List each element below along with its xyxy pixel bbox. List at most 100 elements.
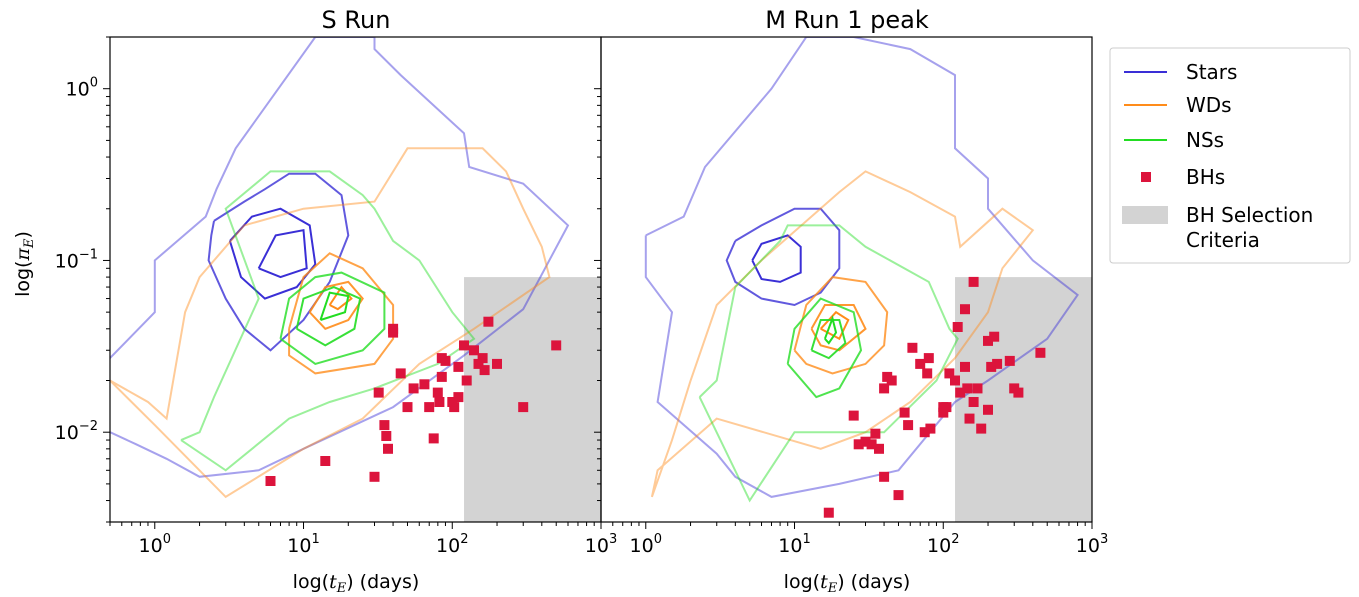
nss-contour-level-1 <box>786 297 863 399</box>
x-tick-label: 102 <box>927 532 959 557</box>
bh-point <box>424 402 435 413</box>
panel-title: M Run 1 peak <box>765 6 929 34</box>
bh-point <box>428 433 439 444</box>
bh-point <box>459 340 469 351</box>
bh-point <box>944 368 955 379</box>
legend-label: BH Selection <box>1186 203 1313 227</box>
stars-contour-level-3 <box>257 229 308 279</box>
bh-point <box>860 436 871 447</box>
bh-point <box>886 375 897 386</box>
x-tick-label: 100 <box>630 532 662 557</box>
bh-point <box>925 423 936 434</box>
bh-point <box>941 402 952 413</box>
bh-point <box>960 304 970 315</box>
bh-point <box>986 361 997 372</box>
bh-point <box>823 507 834 518</box>
bh-point <box>419 379 430 390</box>
bh-point <box>874 443 884 454</box>
bh-point <box>408 383 419 394</box>
x-tick-label: 101 <box>778 532 810 557</box>
stars-contour-level-2 <box>751 234 802 283</box>
bh-point <box>853 439 864 450</box>
bh-selection-region <box>464 277 601 522</box>
x-tick-label: 103 <box>585 532 617 557</box>
wds-contour-level-0 <box>650 170 1035 498</box>
legend-label: NSs <box>1186 128 1224 152</box>
wds-contour-level-1 <box>793 276 889 375</box>
bh-point <box>469 345 479 356</box>
bh-point <box>923 353 934 364</box>
legend-label: WDs <box>1186 93 1232 117</box>
panel-s-run: S Run 100 101 102 103 10−2 10−1 100 log(πE) lo… <box>12 6 617 596</box>
nss-contour-level-2 <box>295 286 362 347</box>
x-tick-label: 100 <box>139 532 171 557</box>
bh-point <box>879 383 890 394</box>
x-tick-label: 103 <box>1076 532 1108 557</box>
bh-point <box>383 443 393 454</box>
bh-point <box>447 397 458 407</box>
x-axis-label: log(tE) (days) <box>293 571 420 596</box>
bh-point <box>976 423 987 434</box>
bh-point <box>453 361 464 372</box>
bh-point <box>919 427 930 438</box>
bh-point <box>983 404 993 415</box>
panel-title: S Run <box>322 6 391 34</box>
y-axis: log(πE) <box>12 231 37 297</box>
bh-point <box>477 353 488 364</box>
legend: Stars WDs NSs BHs BH Selection Criteria <box>1109 47 1351 264</box>
nss-contour-level-3 <box>319 291 350 321</box>
axes-frame <box>600 36 1093 523</box>
stars-contour-level-1 <box>207 172 350 352</box>
bh-point <box>950 375 960 386</box>
legend-label-line2: Criteria <box>1186 228 1260 252</box>
legend-frame <box>1109 47 1351 264</box>
bh-point <box>972 383 983 394</box>
legend-label: BHs <box>1186 165 1225 189</box>
bh-point <box>922 368 933 379</box>
plot-content <box>644 37 1092 522</box>
bh-point <box>518 402 529 413</box>
bh-point <box>402 402 413 413</box>
bh-point <box>483 316 494 327</box>
bh-point <box>992 358 1003 369</box>
bh-point <box>870 428 881 439</box>
bh-point <box>369 471 380 482</box>
bh-point <box>432 387 443 398</box>
wds-contour-level-2 <box>308 280 364 330</box>
plot-area: 100 101 102 103 10−2 10−1 100 <box>55 36 617 557</box>
bh-point <box>866 439 877 450</box>
bh-point <box>461 375 472 386</box>
bh-point <box>893 490 904 501</box>
wds-contour-level-1 <box>288 252 395 375</box>
bh-point <box>492 358 502 369</box>
wds-contour-level-0 <box>110 147 551 499</box>
bh-point <box>968 397 979 407</box>
bh-point <box>964 413 975 424</box>
y-axis-label: log(πE) <box>12 231 37 297</box>
bh-point <box>1004 355 1015 366</box>
bh-point <box>395 368 406 379</box>
y-tick-label: 100 <box>66 76 98 101</box>
bh-point <box>903 420 914 431</box>
bh-point <box>848 410 859 421</box>
bh-point <box>983 335 993 346</box>
bh-point <box>968 276 979 287</box>
bh-point <box>440 355 451 366</box>
x-tick-label: 102 <box>436 532 468 557</box>
nss-contour-level-3 <box>823 315 838 345</box>
bh-point <box>453 392 464 403</box>
y-tick-label: 10−2 <box>55 419 98 444</box>
bh-point <box>479 365 490 376</box>
wds-contour-level-2 <box>810 304 867 352</box>
bh-point <box>379 420 390 431</box>
bh-point <box>388 327 399 338</box>
y-tick-label: 10−1 <box>55 247 98 272</box>
bh-point <box>955 387 966 398</box>
bh-point <box>551 340 562 351</box>
bh-point <box>989 331 1000 342</box>
stars-contour-level-0 <box>110 37 570 478</box>
bh-point <box>373 387 384 398</box>
stars-contour-level-1 <box>725 207 841 307</box>
bh-point <box>879 471 890 482</box>
